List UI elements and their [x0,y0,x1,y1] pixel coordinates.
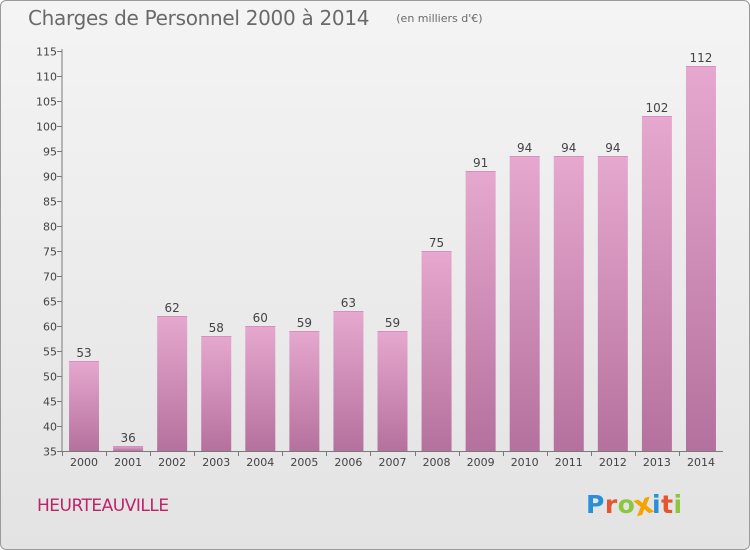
bar-value-label: 75 [429,236,444,250]
commune-name: HEURTEAUVILLE [37,496,169,516]
x-tick-label: 2009 [467,456,495,469]
x-tick-label: 2013 [643,456,671,469]
x-tick-label: 2012 [599,456,627,469]
bar-value-label: 91 [473,156,488,170]
y-axis-ticks: 35 40 45 50 55 60 65 70 75 80 85 90 95 100 105 110 115 [36,46,62,459]
y-tick-label: 95 [43,146,57,159]
bar-2002 [157,316,188,451]
bar-2001 [113,446,144,451]
x-tick-label: 2001 [114,456,142,469]
y-tick-label: 75 [43,246,57,259]
chart-title: Charges de Personnel 2000 à 2014 [28,6,370,30]
bar-value-label: 59 [385,316,400,330]
logo-letter: r [604,490,618,519]
y-tick-label: 115 [36,46,57,59]
bar-2005 [289,331,320,451]
logo-letter: o [617,490,636,519]
bar-2004 [245,326,276,451]
bar-value-label: 53 [76,346,91,360]
x-tick-label: 2008 [423,456,451,469]
proxiti-logo: Proxiti [586,486,683,523]
bar-value-label: 94 [561,141,576,155]
x-tick-label: 2002 [158,456,186,469]
bar-value-label: 94 [605,141,620,155]
bar-2011 [553,156,584,451]
y-tick-label: 90 [43,171,57,184]
x-tick-label: 2006 [334,456,362,469]
bar-2008 [421,251,452,451]
x-tick-label: 2014 [687,456,715,469]
bar-value-label: 94 [517,141,532,155]
bar-value-label: 112 [690,51,713,65]
y-tick-label: 35 [43,446,57,459]
title-row: Charges de Personnel 2000 à 2014 (en mil… [28,6,483,30]
bar-2009 [465,171,496,451]
y-tick-label: 105 [36,96,57,109]
bar-value-label: 60 [253,311,268,325]
y-tick-label: 100 [36,121,57,134]
y-tick-label: 50 [43,371,57,384]
y-tick-label: 65 [43,296,57,309]
chart-subtitle: (en milliers d'€) [396,12,483,25]
x-tick-label: 2000 [70,456,98,469]
bar-2010 [509,156,540,451]
bar-2012 [597,156,628,451]
x-tick-label: 2004 [246,456,274,469]
bar-2013 [641,116,672,451]
bar-2003 [201,336,232,451]
bar-value-label: 63 [341,296,356,310]
x-tick-label: 2005 [290,456,318,469]
bar-2000 [69,361,100,451]
y-tick-label: 110 [36,71,57,84]
x-tick-label: 2010 [511,456,539,469]
x-axis-ticks: 2000 2001 2002 2003 2004 2005 2006 2007 2008 2009… [62,451,715,469]
logo-letter: i [673,490,683,519]
bar-2006 [333,311,364,451]
bar-value-label: 58 [209,321,224,335]
bar-value-label: 36 [120,431,135,445]
bar-value-label: 102 [645,101,668,115]
y-tick-label: 85 [43,196,57,209]
y-tick-label: 60 [43,321,57,334]
y-tick-label: 45 [43,396,57,409]
y-tick-label: 70 [43,271,57,284]
bars: 53 36 62 58 60 59 63 59 75 91 94 94 94 102 112 [69,51,716,451]
bar-value-label: 59 [297,316,312,330]
bar-value-label: 62 [165,301,180,315]
x-tick-label: 2003 [202,456,230,469]
logo-letter: P [586,490,605,519]
logo-letter: t [661,490,674,519]
x-tick-label: 2011 [555,456,583,469]
y-tick-label: 40 [43,421,57,434]
x-tick-label: 2007 [379,456,407,469]
y-tick-label: 80 [43,221,57,234]
bar-2007 [377,331,408,451]
logo-letter: i [652,490,662,519]
y-tick-label: 55 [43,346,57,359]
bar-2014 [685,66,716,451]
